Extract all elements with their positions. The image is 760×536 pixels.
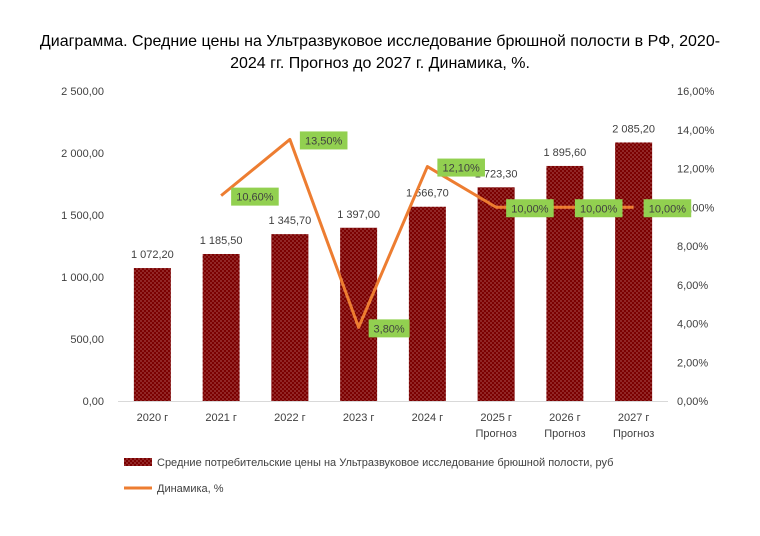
y-right-tick-label: 14,00% bbox=[677, 125, 715, 137]
x-category-label: 2024 г bbox=[412, 412, 444, 424]
line-label-background bbox=[231, 187, 279, 206]
line-label-background bbox=[368, 319, 410, 338]
bar-value-label: 1 345,70 bbox=[268, 215, 311, 227]
line-label-text: 10,00% bbox=[649, 203, 687, 215]
x-category-label: 2022 г bbox=[274, 412, 306, 424]
bar-value-label: 1 895,60 bbox=[543, 147, 586, 159]
y-left-tick-label: 1 500,00 bbox=[61, 210, 104, 222]
y-left-tick-label: 1 000,00 bbox=[61, 272, 104, 284]
line-label-background bbox=[643, 199, 692, 218]
y-right-tick-label: 6,00% bbox=[677, 280, 708, 292]
bar-value-label: 2 085,20 bbox=[612, 123, 655, 135]
line-value-label: 10,00% bbox=[506, 199, 554, 218]
x-category-label: 2021 г bbox=[205, 412, 237, 424]
line-label-background bbox=[299, 131, 348, 150]
bar bbox=[477, 187, 515, 401]
bar bbox=[271, 234, 309, 401]
bar-value-label: 1 185,50 bbox=[200, 235, 243, 247]
y-right-tick-label: 12,00% bbox=[677, 164, 715, 176]
y-right-tick-label: 8,00% bbox=[677, 241, 708, 253]
chart-title-line-1: Диаграмма. Средние цены на Ультразвуково… bbox=[40, 33, 720, 50]
line-value-label: 13,50% bbox=[299, 131, 348, 150]
y-right-tick-label: 16,00% bbox=[677, 86, 715, 98]
dynamics-line bbox=[220, 137, 634, 329]
line-labels: 10,60% 13,50% 3,80% 12,10% 10,00% 10,00% 10,00… bbox=[231, 131, 692, 338]
line-label-text: 10,00% bbox=[511, 203, 549, 215]
x-category-label: 2023 г bbox=[343, 412, 375, 424]
bar bbox=[133, 268, 171, 401]
line-label-text: 10,60% bbox=[236, 192, 274, 204]
line-value-label: 12,10% bbox=[437, 158, 485, 177]
left-axis: 0,00 500,00 1 000,00 1 500,00 2 000,00 2 500,… bbox=[61, 86, 104, 408]
bar bbox=[340, 227, 378, 401]
x-category-label: Прогноз bbox=[544, 428, 585, 440]
legend: Средние потребительские цены на Ультразв… bbox=[124, 457, 613, 495]
x-category-label: 2027 г bbox=[618, 412, 650, 424]
line-label-text: 10,00% bbox=[580, 203, 618, 215]
line-label-background bbox=[574, 199, 623, 218]
y-right-tick-label: 4,00% bbox=[677, 319, 708, 331]
chart-title: Диаграмма. Средние цены на Ультразвуково… bbox=[40, 33, 720, 72]
line-label-text: 3,80% bbox=[374, 323, 405, 335]
bar-value-label: 1 397,00 bbox=[337, 209, 380, 221]
legend-entry-line: Динамика, % bbox=[124, 483, 224, 495]
x-category-label: 2025 г bbox=[480, 412, 512, 424]
legend-label-line: Динамика, % bbox=[157, 483, 224, 495]
bar-value-label: 1 072,20 bbox=[131, 249, 174, 261]
line-value-label: 3,80% bbox=[368, 319, 410, 338]
bar bbox=[408, 206, 446, 401]
y-left-tick-label: 500,00 bbox=[70, 334, 104, 346]
y-right-tick-label: 0,00% bbox=[677, 396, 708, 408]
x-axis-categories: 2020 г 2021 г 2022 г 2023 г 2024 г 2025 г Прог… bbox=[137, 412, 655, 440]
line-label-text: 12,10% bbox=[443, 163, 481, 175]
legend-label-bars: Средние потребительские цены на Ультразв… bbox=[157, 457, 613, 469]
x-category-label: 2026 г bbox=[549, 412, 581, 424]
x-category-label: Прогноз bbox=[613, 428, 654, 440]
bar-series bbox=[133, 142, 653, 402]
line-label-text: 13,50% bbox=[305, 135, 343, 147]
bar bbox=[615, 142, 653, 402]
bar bbox=[202, 253, 240, 401]
legend-entry-bars: Средние потребительские цены на Ультразв… bbox=[124, 457, 613, 469]
line-value-label: 10,00% bbox=[574, 199, 623, 218]
line-series bbox=[220, 137, 634, 329]
x-category-label: Прогноз bbox=[475, 428, 516, 440]
right-axis: 0,00%2,00%4,00%6,00%8,00%10,00%12,00%14,… bbox=[677, 86, 715, 408]
bar-value-label: 1 723,30 bbox=[475, 168, 518, 180]
y-left-tick-label: 2 500,00 bbox=[61, 86, 104, 98]
y-left-tick-label: 0,00 bbox=[83, 396, 104, 408]
y-right-tick-label: 2,00% bbox=[677, 357, 708, 369]
x-category-label: 2020 г bbox=[137, 412, 169, 424]
line-label-background bbox=[506, 199, 554, 218]
line-value-label: 10,00% bbox=[643, 199, 692, 218]
legend-swatch-bars bbox=[124, 458, 152, 466]
line-value-label: 10,60% bbox=[231, 187, 279, 206]
y-left-tick-label: 2 000,00 bbox=[61, 148, 104, 160]
line-label-background bbox=[437, 158, 485, 177]
chart-title-line-2: 2024 гг. Прогноз до 2027 г. Динамика, %. bbox=[230, 55, 530, 72]
